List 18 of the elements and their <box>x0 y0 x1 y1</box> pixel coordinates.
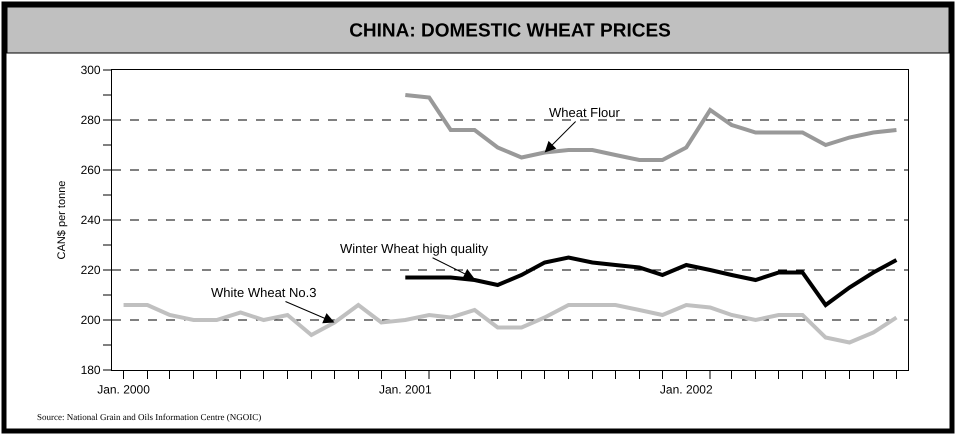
x-tick-label: Jan. 2002 <box>660 382 713 396</box>
annotation: Winter Wheat high quality <box>340 241 489 256</box>
annotation: Wheat Flour <box>549 105 620 120</box>
y-tick-label: 240 <box>80 213 101 228</box>
y-tick-label: 280 <box>80 113 101 128</box>
source-note: Source: National Grain and Oils Information Centre (NGOIC) <box>37 412 262 422</box>
line-series <box>403 93 898 162</box>
y-axis-title: CAN$ per tonne <box>56 180 68 260</box>
y-tick-label: 260 <box>80 163 101 178</box>
y-tick-label: 220 <box>80 263 101 278</box>
chart-title: CHINA: DOMESTIC WHEAT PRICES <box>349 20 671 42</box>
x-tick-label: Jan. 2001 <box>378 382 432 396</box>
line-series <box>122 303 898 344</box>
annotation: White Wheat No.3 <box>211 285 316 300</box>
y-tick-label: 180 <box>80 363 101 378</box>
y-tick-label: 200 <box>80 313 101 328</box>
x-tick-label: Jan. 2000 <box>97 382 150 396</box>
y-tick-label: 300 <box>80 63 101 78</box>
